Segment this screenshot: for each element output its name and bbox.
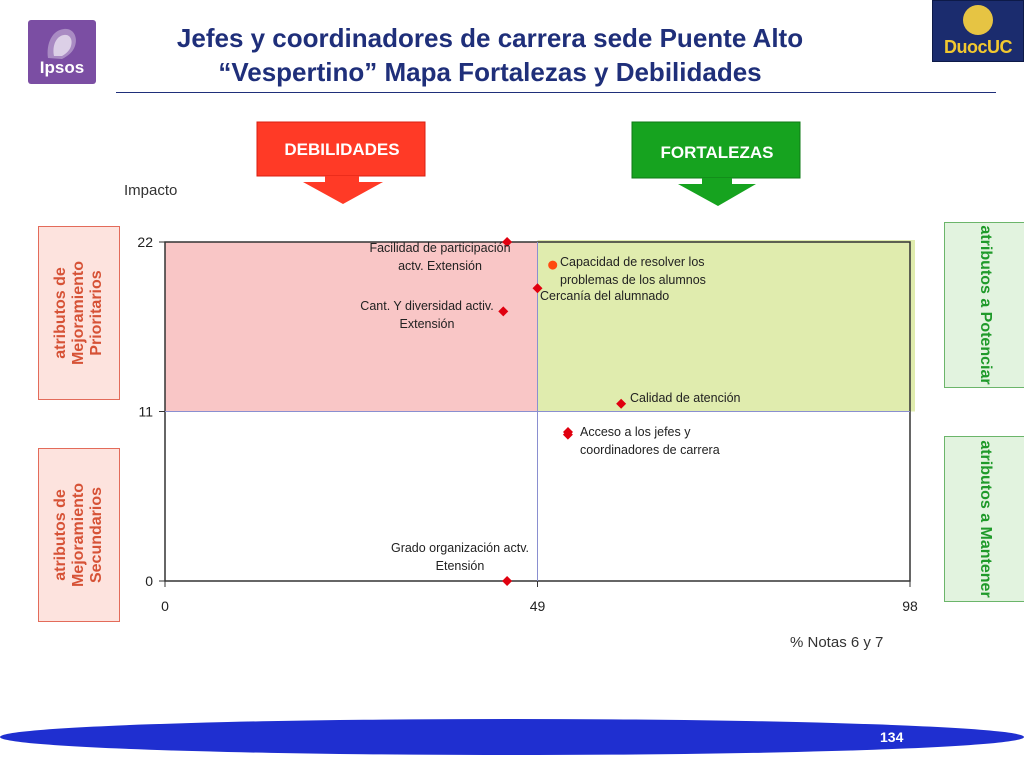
page-number: 134 [880, 729, 904, 745]
x-tick-label: 0 [161, 598, 169, 614]
data-point-label-line: Facilidad de participación [369, 241, 510, 255]
data-point-label-line: Cercanía del alumnado [540, 289, 669, 303]
side-box-mejoramiento-prioritarios: atributos de Mejoramiento Prioritarios [38, 226, 120, 400]
slide-title-line-1: Jefes y coordinadores de carrera sede Pu… [176, 23, 804, 53]
data-point-label: Capacidad de resolver los problemas de lo… [560, 255, 706, 287]
data-point-label-line: Calidad de atención [630, 391, 741, 405]
data-point-label-line: problemas de los alumnos [560, 273, 706, 287]
title-divider [116, 92, 996, 93]
data-point-label-line: Capacidad de resolver los [560, 255, 705, 269]
x-tick-label: 49 [530, 598, 546, 614]
duoc-logo: DuocUC [932, 0, 1024, 62]
data-point-label: Grado organización actv. Etensión [391, 541, 529, 573]
ipsos-face-icon [47, 28, 76, 59]
ipsos-logo: Ipsos [28, 20, 96, 84]
data-point-label-line: actv. Extensión [398, 259, 482, 273]
fortalezas-arrow: FORTALEZAS [631, 121, 801, 206]
footer-band [0, 719, 1024, 755]
side-box-potenciar: atributos a Potenciar [944, 222, 1024, 388]
quadrant-debilidades [164, 241, 538, 412]
quadrant-fortalezas [537, 240, 915, 412]
data-point-label-line: Grado organización actv. [391, 541, 529, 555]
data-point-label-line: coordinadores de carrera [580, 443, 720, 457]
data-point [502, 237, 513, 247]
data-point [502, 576, 513, 586]
debilidades-arrow: DEBILIDADES [256, 121, 426, 204]
data-point-label-line: Acceso a los jefes y [580, 425, 691, 439]
ipsos-logo-text: Ipsos [39, 58, 85, 77]
duoc-seal-icon [963, 5, 993, 35]
data-point [616, 398, 627, 409]
scatter-chart: 0 49 98 0 11 22 Facilidad de participación actv… [137, 234, 918, 614]
y-tick-label: 11 [138, 404, 153, 420]
data-point [532, 283, 543, 294]
slide-title-line-2: “Vespertino” Mapa Fortalezas y Debilidad… [218, 57, 762, 87]
data-point-label: Cercanía del alumnado [540, 289, 669, 303]
duoc-logo-text: DuocUC [944, 37, 1013, 57]
side-box-mejoramiento-secundarios: atributos de Mejoramiento Secundarios [38, 448, 120, 622]
data-point [498, 306, 509, 317]
y-axis-label: Impacto [124, 182, 178, 199]
data-point-label-line: Extensión [400, 317, 455, 331]
data-point-label: Calidad de atención [630, 391, 741, 405]
data-point-label: Cant. Y diversidad activ. Extensión [360, 299, 493, 331]
y-tick-label: 0 [145, 573, 153, 589]
fortalezas-label: FORTALEZAS [660, 143, 773, 162]
data-point-label-line: Etensión [436, 559, 485, 573]
label-marker [563, 427, 573, 437]
debilidades-label: DEBILIDADES [284, 140, 399, 159]
side-box-mantener: atributos a Mantener [944, 436, 1024, 602]
data-point-label-line: Cant. Y diversidad activ. [360, 299, 493, 313]
x-tick-label: 98 [902, 598, 918, 614]
x-axis-label: % Notas 6 y 7 [790, 634, 884, 651]
data-point-label: Acceso a los jefes y coordinadores de car… [580, 425, 720, 457]
data-point [548, 260, 558, 270]
y-tick-label: 22 [137, 234, 153, 250]
data-point-label: Facilidad de participación actv. Extensió… [369, 241, 510, 273]
